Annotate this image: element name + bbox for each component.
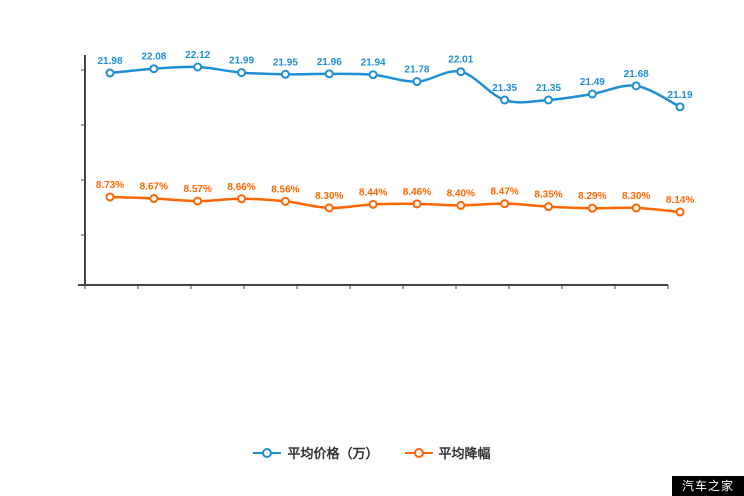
data-point[interactable] xyxy=(149,194,159,204)
data-label: 8.29% xyxy=(578,191,606,202)
legend-marker-discount-icon xyxy=(404,447,433,458)
data-point[interactable] xyxy=(324,69,334,79)
data-label: 8.47% xyxy=(490,187,518,198)
data-label: 22.12 xyxy=(185,50,210,61)
data-label: 22.01 xyxy=(448,55,473,66)
data-label: 8.30% xyxy=(622,191,650,202)
data-point[interactable] xyxy=(193,62,203,72)
data-label: 21.98 xyxy=(97,56,122,67)
data-label: 8.30% xyxy=(315,191,343,202)
data-point[interactable] xyxy=(237,68,247,78)
data-label: 21.35 xyxy=(536,83,561,94)
data-point[interactable] xyxy=(631,203,641,213)
data-label: 8.35% xyxy=(534,190,562,201)
data-point[interactable] xyxy=(324,203,334,213)
data-point[interactable] xyxy=(675,207,685,217)
data-label: 21.95 xyxy=(273,57,298,68)
data-point[interactable] xyxy=(456,200,466,210)
data-label: 8.56% xyxy=(271,184,299,195)
data-label: 21.78 xyxy=(404,65,429,76)
data-label: 21.68 xyxy=(624,69,649,80)
data-point[interactable] xyxy=(280,69,290,79)
legend-label-average-discount: 平均降幅 xyxy=(438,446,491,461)
data-point[interactable] xyxy=(105,68,115,78)
data-label: 21.19 xyxy=(668,90,693,101)
data-point[interactable] xyxy=(412,77,422,87)
chart-legend: 平均价格（万） 平均降幅 xyxy=(0,443,744,462)
data-point[interactable] xyxy=(587,89,597,99)
data-point[interactable] xyxy=(149,64,159,74)
data-point[interactable] xyxy=(675,102,685,112)
data-point[interactable] xyxy=(193,196,203,206)
data-label: 21.49 xyxy=(580,77,605,88)
data-point[interactable] xyxy=(544,95,553,105)
data-label: 8.46% xyxy=(403,187,431,198)
data-label: 8.66% xyxy=(227,182,255,193)
data-label: 22.08 xyxy=(141,52,166,63)
data-label: 8.40% xyxy=(447,188,475,199)
data-label: 8.14% xyxy=(666,195,694,206)
data-point[interactable] xyxy=(105,192,115,202)
data-point[interactable] xyxy=(544,202,553,212)
data-point[interactable] xyxy=(237,194,247,204)
data-point[interactable] xyxy=(631,81,641,91)
trend-chart-area: 21.98 22.08 22.12 21.99 21.95 21.96 21.94 21.78… xyxy=(78,50,694,289)
data-point[interactable] xyxy=(412,199,422,209)
watermark: 汽车之家 xyxy=(671,476,744,496)
data-label: 21.35 xyxy=(492,83,517,94)
data-label: 21.96 xyxy=(317,57,342,68)
data-point[interactable] xyxy=(280,196,290,206)
legend-marker-price-icon xyxy=(253,447,282,458)
data-label: 8.67% xyxy=(140,182,168,193)
data-point[interactable] xyxy=(587,203,597,213)
data-label: 21.99 xyxy=(229,56,254,67)
legend-item-average-price[interactable]: 平均价格（万） xyxy=(253,443,379,462)
data-label: 8.57% xyxy=(184,184,212,195)
legend-label-average-price: 平均价格（万） xyxy=(287,446,379,461)
data-label: 21.94 xyxy=(361,58,386,69)
data-point[interactable] xyxy=(368,199,378,209)
data-point[interactable] xyxy=(368,70,378,80)
legend-item-average-discount[interactable]: 平均降幅 xyxy=(404,443,491,462)
data-point[interactable] xyxy=(500,199,510,209)
data-label: 8.44% xyxy=(359,187,387,198)
data-point[interactable] xyxy=(456,67,466,77)
data-point[interactable] xyxy=(500,95,510,105)
trend-chart: 21.98 22.08 22.12 21.99 21.95 21.96 21.94 21.78… xyxy=(78,50,694,289)
data-label: 8.73% xyxy=(96,180,124,191)
